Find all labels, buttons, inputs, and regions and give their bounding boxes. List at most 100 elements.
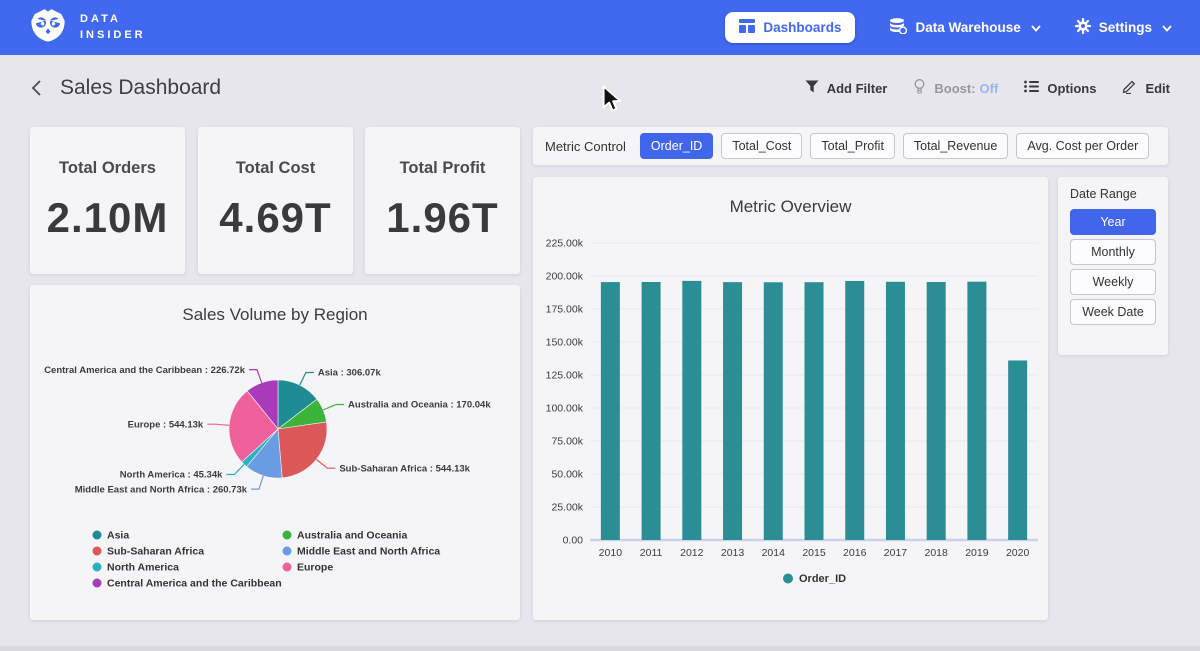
date-range-button-year[interactable]: Year (1070, 209, 1156, 235)
kpi-card-total-orders: Total Orders 2.10M (30, 127, 185, 274)
edit-pencil-icon (1122, 79, 1137, 97)
date-range-button-weekly[interactable]: Weekly (1070, 269, 1156, 295)
legend-label: Middle East and North Africa (297, 546, 440, 558)
kpi-value: 2.10M (47, 194, 169, 242)
dashboard-grid-icon (739, 19, 755, 36)
kpi-card-total-profit: Total Profit 1.96T (365, 127, 520, 274)
bar-2019[interactable] (967, 282, 986, 540)
svg-text:2015: 2015 (802, 547, 826, 559)
metric-button-total-cost[interactable]: Total_Cost (721, 133, 802, 159)
metric-button-avg-cost-per-order[interactable]: Avg. Cost per Order (1016, 133, 1149, 159)
back-button[interactable] (30, 79, 42, 97)
metric-button-total-profit[interactable]: Total_Profit (810, 133, 895, 159)
gear-icon (1075, 18, 1091, 37)
legend-label: Sub-Saharan Africa (107, 546, 204, 558)
bar-2012[interactable] (682, 281, 701, 540)
legend-dot (283, 563, 292, 572)
database-icon (889, 18, 907, 37)
legend-label: Central America and the Caribbean (107, 578, 282, 590)
svg-text:2011: 2011 (640, 547, 663, 559)
pie-label: Central America and the Caribbean : 226.… (44, 365, 246, 376)
nav-dashboards-label: Dashboards (763, 20, 841, 35)
legend-label: Asia (107, 530, 129, 542)
add-filter-button[interactable]: Add Filter (805, 80, 888, 96)
svg-text:2016: 2016 (843, 547, 867, 559)
legend-label: Australia and Oceania (297, 530, 407, 542)
nav-data-warehouse-label: Data Warehouse (915, 20, 1020, 35)
date-range-panel: Date Range Year Monthly Weekly Week Date (1058, 177, 1168, 355)
metric-button-total-revenue[interactable]: Total_Revenue (903, 133, 1008, 159)
kpi-value: 1.96T (386, 194, 498, 242)
bar-2014[interactable] (764, 282, 783, 540)
chevron-down-icon (1031, 20, 1041, 35)
legend-dot (93, 547, 102, 556)
bar-2017[interactable] (886, 282, 905, 540)
svg-text:125.00k: 125.00k (546, 370, 584, 382)
svg-text:2018: 2018 (925, 547, 949, 559)
top-nav: DATA INSIDER Dashboards (0, 0, 1200, 55)
sales-volume-chart-card: Sales Volume by Region Asia : 306.07kAus… (30, 285, 520, 620)
options-list-icon (1024, 80, 1039, 96)
legend-dot (283, 547, 292, 556)
bar-legend-label: Order_ID (799, 573, 846, 585)
metric-control-label: Metric Control (545, 139, 626, 154)
svg-text:2014: 2014 (762, 547, 786, 559)
svg-text:2017: 2017 (884, 547, 908, 559)
pie-slice-sub-saharan-africa[interactable] (278, 422, 327, 478)
brand-text: DATA INSIDER (80, 12, 146, 44)
legend-label: North America (107, 562, 179, 574)
date-range-button-week-date[interactable]: Week Date (1070, 299, 1156, 325)
bar-2018[interactable] (927, 282, 946, 540)
filter-funnel-icon (805, 80, 819, 96)
date-range-label: Date Range (1070, 187, 1156, 201)
edit-button[interactable]: Edit (1122, 79, 1170, 97)
pie-label: Europe : 544.13k (128, 419, 204, 430)
bar-2013[interactable] (723, 282, 742, 540)
nav-data-warehouse-menu[interactable]: Data Warehouse (889, 18, 1040, 37)
bottom-strip (0, 646, 1200, 651)
svg-text:150.00k: 150.00k (546, 337, 584, 349)
brand[interactable]: DATA INSIDER (28, 8, 146, 47)
svg-text:2010: 2010 (599, 547, 623, 559)
pie-label: North America : 45.34k (120, 470, 223, 481)
pie-label: Australia and Oceania : 170.04k (348, 400, 491, 411)
legend-dot (283, 531, 292, 540)
bar-2016[interactable] (845, 281, 864, 540)
svg-text:100.00k: 100.00k (546, 403, 584, 415)
legend-dot (783, 574, 793, 584)
bar-chart[interactable]: 0.0025.00k50.00k75.00k100.00k125.00k150.… (533, 217, 1048, 607)
date-range-button-monthly[interactable]: Monthly (1070, 239, 1156, 265)
pie-chart-title: Sales Volume by Region (30, 305, 520, 325)
svg-text:225.00k: 225.00k (546, 238, 584, 250)
svg-text:200.00k: 200.00k (546, 271, 584, 283)
kpi-label: Total Cost (236, 159, 315, 178)
svg-text:75.00k: 75.00k (551, 436, 583, 448)
kpi-label: Total Orders (59, 159, 156, 178)
nav-settings-menu[interactable]: Settings (1075, 18, 1172, 37)
boost-balloon-icon (913, 79, 926, 97)
owl-logo-icon (28, 8, 68, 47)
kpi-label: Total Profit (400, 159, 486, 178)
svg-text:0.00: 0.00 (563, 535, 584, 547)
svg-text:2013: 2013 (721, 547, 745, 559)
pie-chart[interactable]: Asia : 306.07kAustralia and Oceania : 17… (30, 331, 520, 611)
metric-button-order-id[interactable]: Order_ID (640, 133, 713, 159)
legend-dot (93, 531, 102, 540)
svg-text:175.00k: 175.00k (546, 304, 584, 316)
app-window: DATA INSIDER Dashboards (0, 0, 1200, 651)
bar-2010[interactable] (601, 282, 620, 540)
boost-toggle[interactable]: Boost: Off (913, 79, 998, 97)
options-button[interactable]: Options (1024, 80, 1096, 96)
nav-dashboards-button[interactable]: Dashboards (725, 12, 855, 43)
bar-2011[interactable] (642, 282, 661, 540)
kpi-card-total-cost: Total Cost 4.69T (198, 127, 353, 274)
page-header: Sales Dashboard Add Filter Boost: Off (0, 55, 1200, 121)
metric-overview-chart-card: Metric Overview 0.0025.00k50.00k75.00k10… (533, 177, 1048, 620)
bar-2015[interactable] (805, 282, 824, 540)
svg-text:2020: 2020 (1006, 547, 1030, 559)
metric-control-bar: Metric Control Order_ID Total_Cost Total_P… (533, 127, 1168, 165)
kpi-value: 4.69T (219, 194, 331, 242)
legend-dot (93, 563, 102, 572)
legend-label: Europe (297, 562, 333, 574)
bar-2020[interactable] (1008, 360, 1027, 540)
